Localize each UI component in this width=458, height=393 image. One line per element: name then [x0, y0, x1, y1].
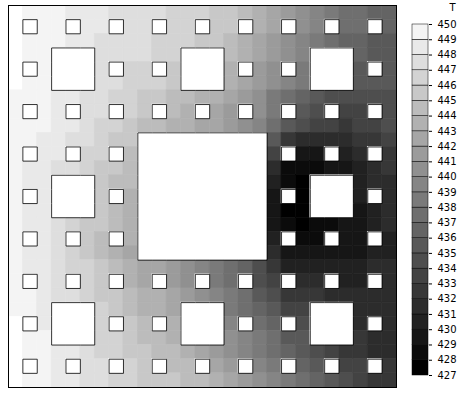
- svg-text:429: 429: [438, 339, 457, 350]
- svg-text:432: 432: [438, 293, 457, 304]
- svg-text:T: T: [448, 2, 456, 13]
- svg-text:443: 443: [438, 126, 457, 137]
- svg-text:440: 440: [438, 171, 457, 182]
- svg-text:439: 439: [438, 187, 457, 198]
- svg-text:438: 438: [438, 202, 457, 213]
- svg-text:435: 435: [438, 248, 457, 259]
- svg-text:431: 431: [438, 309, 457, 320]
- svg-text:433: 433: [438, 278, 457, 289]
- svg-text:449: 449: [438, 34, 457, 45]
- svg-text:441: 441: [438, 156, 457, 167]
- svg-text:448: 448: [438, 49, 457, 60]
- svg-text:447: 447: [438, 64, 457, 75]
- svg-text:436: 436: [438, 232, 457, 243]
- svg-text:427: 427: [438, 370, 457, 381]
- svg-text:428: 428: [438, 354, 457, 365]
- svg-text:450: 450: [438, 19, 457, 30]
- svg-text:445: 445: [438, 95, 457, 106]
- svg-text:430: 430: [438, 324, 457, 335]
- svg-text:437: 437: [438, 217, 457, 228]
- svg-text:446: 446: [438, 80, 457, 91]
- svg-text:444: 444: [438, 110, 457, 121]
- svg-text:442: 442: [438, 141, 457, 152]
- svg-text:434: 434: [438, 263, 457, 274]
